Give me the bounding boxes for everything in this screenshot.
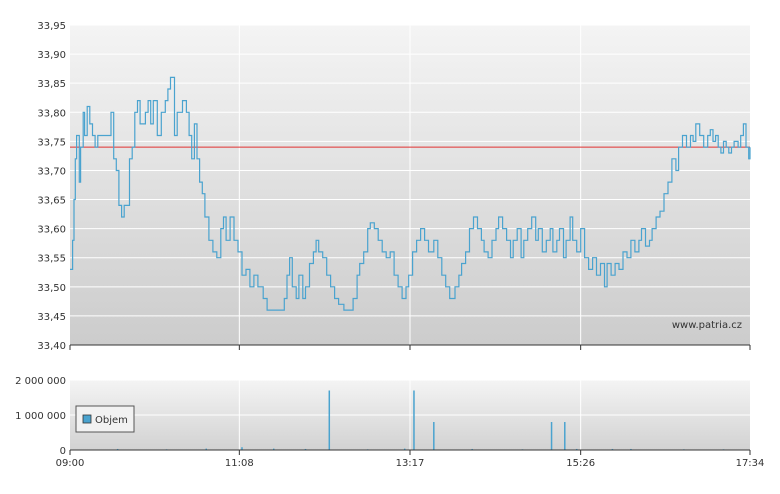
watermark-text: www.patria.cz <box>672 320 742 331</box>
legend-label: Objem <box>95 415 128 426</box>
price-y-tick-label: 33,95 <box>37 21 66 32</box>
price-y-tick-label: 33,80 <box>37 108 66 119</box>
x-tick-label: 15:26 <box>566 458 595 469</box>
volume-x-axis-labels: 09:00 11:08 13:17 15:26 17:34 <box>56 450 765 469</box>
price-y-tick-label: 33,85 <box>37 79 66 90</box>
price-y-axis: 33,40 33,45 33,50 33,55 33,60 33,65 33,70 33,75… <box>37 21 66 352</box>
price-y-tick-label: 33,45 <box>37 312 66 323</box>
legend-swatch <box>82 414 92 424</box>
volume-legend: Objem <box>75 405 135 433</box>
price-panel: 33,40 33,45 33,50 33,55 33,60 33,65 33,70 33,75… <box>37 21 751 352</box>
volume-panel: 0 1 000 000 2 000 000 09:00 11:08 13:17 15:26… <box>15 376 764 469</box>
price-y-tick-label: 33,65 <box>37 196 66 207</box>
volume-y-tick-label: 0 <box>60 446 66 457</box>
x-tick-label: 09:00 <box>56 458 85 469</box>
price-grid <box>70 24 750 346</box>
price-y-tick-label: 33,75 <box>37 137 66 148</box>
price-y-tick-label: 33,55 <box>37 254 66 265</box>
price-y-tick-label: 33,90 <box>37 50 66 61</box>
price-y-tick-label: 33,60 <box>37 225 66 236</box>
volume-y-axis: 0 1 000 000 2 000 000 <box>15 376 66 457</box>
price-y-tick-label: 33,70 <box>37 166 66 177</box>
volume-y-tick-label: 2 000 000 <box>15 376 66 387</box>
price-x-ticks <box>69 345 751 350</box>
x-tick-label: 17:34 <box>736 458 765 469</box>
volume-y-tick-label: 1 000 000 <box>15 411 66 422</box>
x-tick-label: 11:08 <box>225 458 254 469</box>
volume-bars <box>116 390 725 450</box>
price-y-tick-label: 33,50 <box>37 283 66 294</box>
price-y-tick-label: 33,40 <box>37 341 66 352</box>
x-tick-label: 13:17 <box>396 458 425 469</box>
volume-grid <box>70 379 750 450</box>
price-line <box>70 76 751 311</box>
